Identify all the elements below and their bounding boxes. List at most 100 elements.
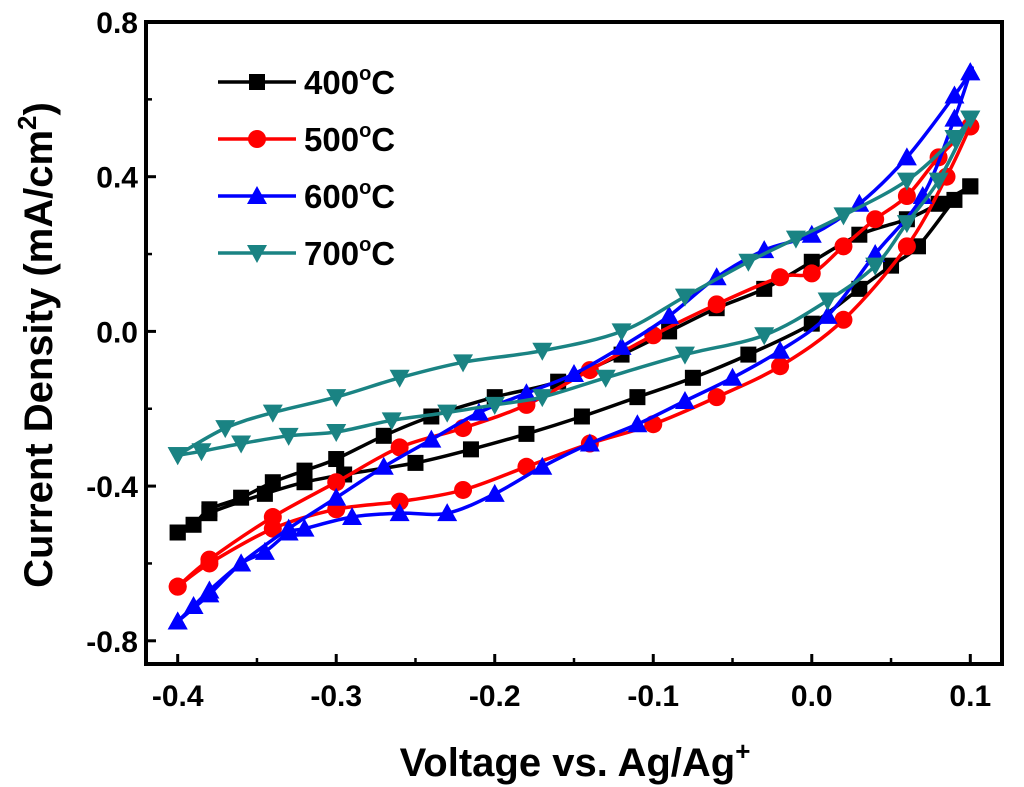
data-point-600-29	[659, 305, 680, 324]
data-point-600-4	[254, 541, 275, 560]
y-tick-label: 0.4	[96, 162, 138, 195]
legend-marker-600	[247, 186, 267, 204]
data-point-600-11	[532, 456, 553, 475]
series-600	[167, 62, 981, 630]
data-point-600-31	[564, 363, 584, 382]
data-point-500-17	[897, 187, 916, 206]
data-point-600-35	[373, 456, 394, 475]
data-point-600-8	[389, 503, 410, 522]
series-700	[167, 110, 981, 466]
series-layer	[167, 62, 981, 630]
y-axis-title: Current Density (mA/cm2)	[12, 102, 61, 588]
data-point-700-30	[215, 420, 236, 439]
data-point-400-37	[169, 524, 186, 541]
data-point-400-27	[684, 369, 701, 386]
data-point-700-4	[326, 423, 347, 442]
data-point-700-15	[928, 172, 949, 191]
data-point-500-28	[327, 473, 346, 492]
data-point-600-34	[421, 429, 442, 448]
data-point-700-2	[231, 435, 252, 454]
data-point-600-13	[627, 414, 648, 433]
legend-item-500: 500oC	[218, 120, 395, 158]
data-point-400-21	[946, 191, 963, 208]
data-point-400-36	[201, 505, 218, 522]
series-line-500	[176, 119, 976, 589]
data-point-700-31	[167, 447, 188, 466]
data-point-600-40	[167, 611, 188, 630]
data-point-700-6	[437, 404, 458, 423]
data-point-400-30	[518, 425, 535, 442]
data-point-600-23	[944, 85, 965, 104]
data-point-600-17	[817, 305, 838, 324]
legend-marker-500	[248, 130, 266, 148]
data-point-600-20	[944, 108, 965, 127]
x-tick-label: -0.2	[469, 680, 521, 713]
x-tick-label: -0.1	[627, 680, 679, 713]
data-point-700-5	[381, 412, 402, 431]
data-point-400-28	[629, 389, 646, 406]
data-point-600-22	[960, 62, 981, 81]
x-axis-title: Voltage vs. Ag/Ag+	[400, 736, 751, 785]
data-point-500-21	[771, 268, 790, 287]
legend-item-700: 700oC	[218, 234, 395, 272]
data-point-700-21	[785, 230, 806, 249]
data-point-700-3	[278, 427, 299, 446]
data-point-400-35	[256, 485, 273, 502]
data-point-600-24	[896, 147, 917, 166]
data-point-700-26	[453, 354, 474, 373]
legend-label: 600oC	[304, 177, 395, 215]
y-tick-label: -0.8	[86, 626, 138, 659]
data-point-700-9	[595, 369, 616, 388]
data-point-700-13	[865, 257, 886, 276]
legend-label: 700oC	[304, 234, 395, 272]
data-point-600-15	[722, 367, 743, 386]
data-point-600-7	[342, 507, 363, 526]
data-point-700-29	[262, 404, 283, 423]
data-point-400-29	[573, 408, 590, 425]
data-point-700-25	[532, 342, 553, 361]
data-point-600-18	[865, 244, 886, 263]
x-tick-label: -0.4	[152, 680, 204, 713]
data-point-700-11	[754, 327, 775, 346]
data-point-700-24	[611, 323, 632, 342]
data-point-500-9	[707, 388, 726, 407]
ticks-layer: -0.4 -0.3 -0.2 -0.1 0.0 0.1 -0.8 -0.4 0.0 0.4 0.8	[86, 7, 991, 713]
data-point-500-31	[168, 577, 187, 596]
data-point-500-18	[866, 210, 885, 229]
data-point-600-10	[484, 483, 505, 502]
data-point-500-10	[771, 357, 790, 376]
legend-marker-700	[247, 245, 267, 263]
data-point-500-19	[834, 237, 853, 256]
legend-marker-400	[249, 74, 265, 90]
data-point-400-7	[375, 427, 392, 444]
data-point-700-14	[896, 215, 917, 234]
data-point-400-1	[185, 516, 202, 533]
data-point-400-26	[740, 346, 757, 363]
data-point-500-29	[263, 508, 282, 527]
legend-item-400: 400oC	[218, 63, 395, 101]
data-point-500-12	[897, 237, 916, 256]
data-point-600-37	[278, 518, 299, 537]
data-point-600-12	[579, 433, 600, 452]
data-point-400-31	[462, 441, 479, 458]
data-point-600-36	[326, 487, 347, 506]
data-point-700-17	[960, 110, 981, 129]
x-tick-label: -0.3	[310, 680, 362, 713]
legend-label: 400oC	[304, 63, 395, 101]
legend-label: 500oC	[304, 120, 395, 158]
data-point-700-1	[191, 443, 212, 462]
data-point-400-3	[233, 489, 250, 506]
data-point-700-19	[896, 172, 917, 191]
data-point-600-1	[183, 595, 204, 614]
data-point-400-34	[296, 474, 313, 491]
data-point-500-27	[390, 438, 409, 457]
data-point-700-12	[817, 292, 838, 311]
data-point-700-27	[389, 369, 410, 388]
data-point-400-24	[851, 280, 868, 297]
data-point-600-30	[611, 336, 632, 355]
data-point-600-9	[437, 503, 458, 522]
data-point-500-5	[454, 480, 473, 499]
x-tick-label: 0.0	[791, 680, 833, 713]
data-point-500-30	[200, 550, 219, 569]
data-point-600-25	[849, 193, 870, 212]
